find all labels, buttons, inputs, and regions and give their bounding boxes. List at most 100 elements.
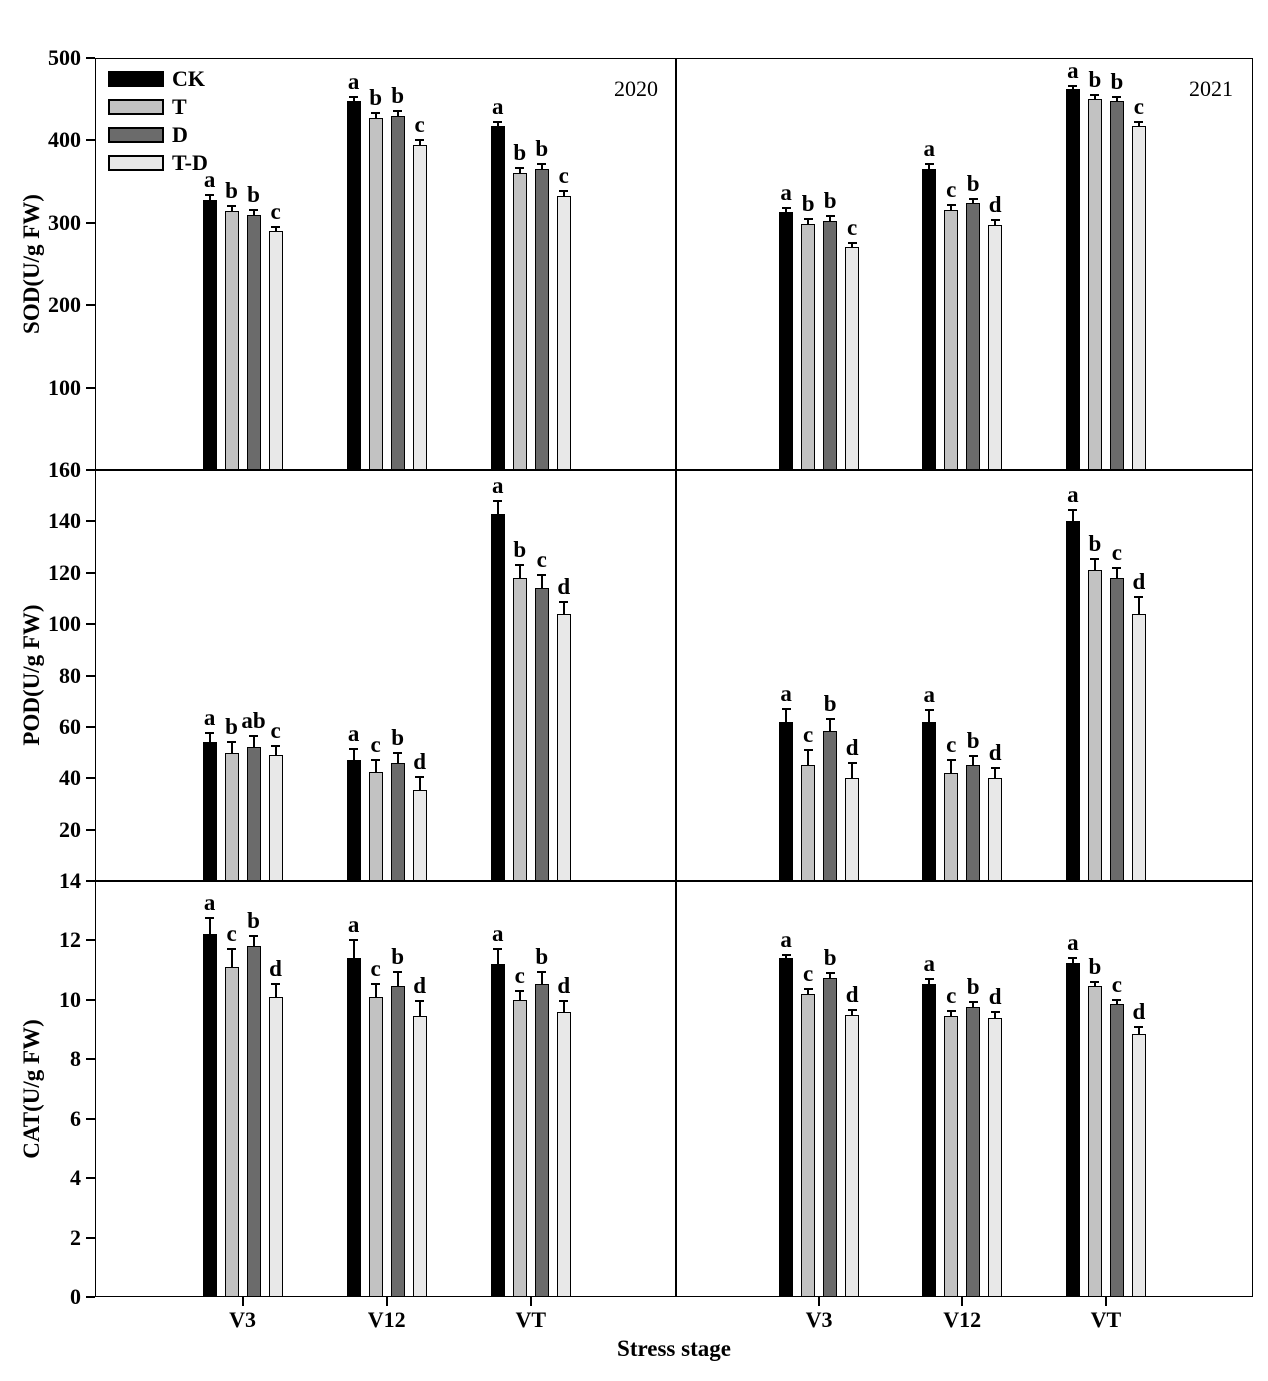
significance-letter: b xyxy=(225,178,238,204)
legend: CK T D T-D xyxy=(108,66,288,178)
error-bar-cap xyxy=(393,751,403,754)
significance-letter: c xyxy=(536,547,547,573)
y-axis-tick xyxy=(86,623,95,626)
bar-d-v12 xyxy=(390,986,405,1297)
chart-panel-sod-2020 xyxy=(95,58,676,470)
legend-swatch-d xyxy=(108,127,164,143)
error-bar-cap xyxy=(946,1010,956,1013)
y-axis-tick xyxy=(86,1296,95,1298)
bar-d-v12 xyxy=(390,762,405,881)
significance-letter: c xyxy=(270,198,281,224)
bar-d-v12 xyxy=(390,115,405,470)
bar-t-d-v12 xyxy=(412,789,427,881)
error-bar-cap xyxy=(1068,508,1078,511)
error-bar-cap xyxy=(393,970,403,973)
error-bar-cap xyxy=(781,954,791,957)
error-bar-cap xyxy=(1068,85,1078,88)
x-axis-tick xyxy=(529,1297,532,1306)
error-bar-cap xyxy=(371,982,381,985)
bar-d-v12 xyxy=(966,765,981,881)
x-axis-title: Stress stage xyxy=(617,1336,731,1361)
error-bar-cap xyxy=(825,972,835,975)
error-bar xyxy=(807,218,810,224)
error-bar-cap xyxy=(349,939,359,942)
error-bar-cap xyxy=(924,709,934,712)
bar-t-v3 xyxy=(224,967,239,1297)
significance-letter: d xyxy=(1132,569,1146,595)
significance-letter: d xyxy=(988,192,1002,218)
significance-letter: b xyxy=(801,190,815,216)
y-axis-tick xyxy=(86,571,95,574)
significance-letter: d xyxy=(557,973,571,999)
bar-t-d-v12 xyxy=(412,145,427,470)
significance-letter: b xyxy=(966,728,980,754)
y-axis-tick-label: 300 xyxy=(48,209,81,235)
error-bar-cap xyxy=(371,759,381,762)
error-bar xyxy=(1071,509,1074,522)
significance-letter: d xyxy=(413,973,427,999)
error-bar-cap xyxy=(415,1000,425,1003)
error-bar xyxy=(274,983,277,997)
bar-ck-v3 xyxy=(779,958,794,1297)
bar-d-v3 xyxy=(246,946,261,1297)
y-axis-tick-label: 100 xyxy=(48,374,81,400)
bar-t-d-v12 xyxy=(988,1017,1003,1297)
error-bar xyxy=(208,733,211,743)
significance-letter: a xyxy=(923,951,935,977)
significance-letter: a xyxy=(1067,58,1079,84)
error-bar xyxy=(994,220,997,226)
error-bar xyxy=(374,760,377,772)
significance-letter: a xyxy=(780,179,792,205)
bar-d-vt xyxy=(1109,100,1124,470)
error-bar xyxy=(252,735,255,748)
significance-letter: a xyxy=(203,166,216,192)
bar-t-vt xyxy=(1087,986,1102,1297)
error-bar xyxy=(274,746,277,756)
bar-t-vt xyxy=(1087,570,1102,881)
bar-d-vt xyxy=(1109,1004,1124,1297)
y-axis-tick-label: 40 xyxy=(59,765,81,791)
significance-letter: c xyxy=(414,112,425,138)
error-bar xyxy=(274,226,277,232)
legend-label-t: T xyxy=(172,94,187,119)
bar-ck-v12 xyxy=(922,721,937,881)
error-bar xyxy=(928,164,931,170)
bar-ck-vt xyxy=(490,126,505,470)
bar-t-d-v3 xyxy=(268,996,283,1297)
bar-t-d-vt xyxy=(1131,126,1146,470)
y-axis-tick xyxy=(86,828,95,831)
significance-letter: c xyxy=(370,732,381,758)
error-bar xyxy=(972,1002,975,1008)
y-axis-tick xyxy=(86,57,95,59)
chart-panel-cat-2021 xyxy=(676,881,1253,1297)
error-bar-cap xyxy=(946,204,956,207)
bar-d-v3 xyxy=(823,977,838,1297)
significance-letter: a xyxy=(347,720,360,746)
error-bar xyxy=(396,752,399,763)
error-bar-cap xyxy=(415,775,425,778)
significance-letter: a xyxy=(347,68,360,94)
bar-d-v12 xyxy=(966,1007,981,1297)
error-bar-cap xyxy=(249,934,259,937)
bar-d-vt xyxy=(534,169,549,470)
error-bar xyxy=(1093,558,1096,571)
bar-ck-vt xyxy=(490,513,505,881)
significance-letter: b xyxy=(966,170,980,196)
significance-letter: a xyxy=(780,680,792,706)
significance-letter: b xyxy=(1088,67,1102,93)
bar-t-d-vt xyxy=(556,1011,571,1297)
y-axis-title-cat: CAT(U/g FW) xyxy=(19,1019,44,1159)
error-bar xyxy=(928,979,931,984)
bar-t-v3 xyxy=(801,993,816,1297)
error-bar xyxy=(562,190,565,196)
significance-letter: b xyxy=(369,85,383,111)
error-bar xyxy=(352,940,355,959)
error-bar xyxy=(418,776,421,790)
error-bar-cap xyxy=(537,574,547,577)
significance-letter: c xyxy=(370,955,381,981)
error-bar xyxy=(785,207,788,213)
error-bar xyxy=(230,206,233,212)
error-bar xyxy=(1137,597,1140,614)
error-bar xyxy=(418,140,421,146)
error-bar xyxy=(374,113,377,119)
